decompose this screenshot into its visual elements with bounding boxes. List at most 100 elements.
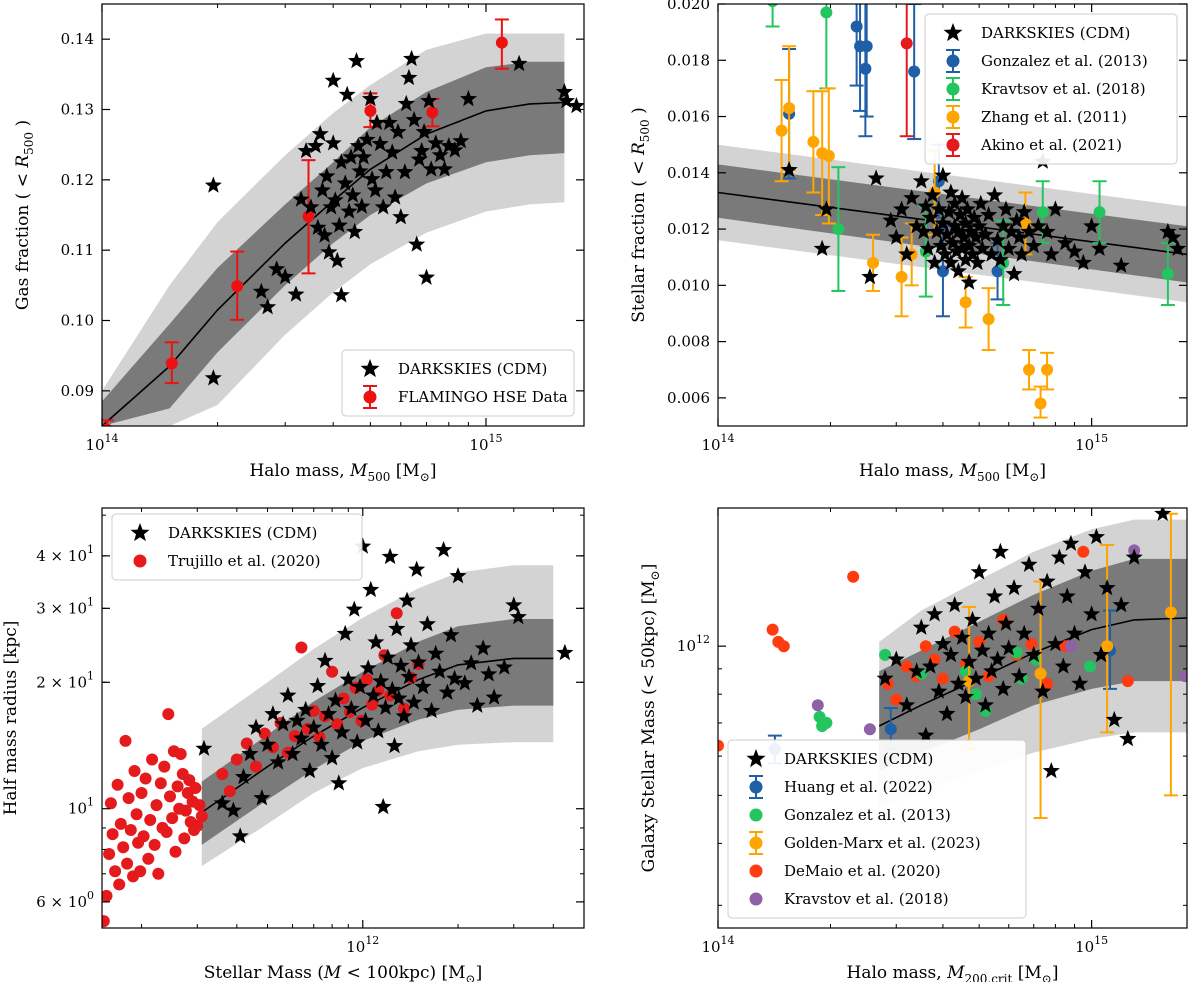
observation-errorbar (821, 87, 836, 225)
darkskies-star (309, 677, 327, 694)
legend-label: DeMaio et al. (2020) (784, 862, 941, 880)
darkskies-star (366, 181, 384, 198)
darkskies-star (1154, 508, 1172, 521)
darkskies-star (953, 189, 971, 206)
darkskies-star (903, 189, 921, 206)
legend-star-marker (746, 749, 766, 768)
darkskies-star (1092, 645, 1110, 663)
y-axis-label: Stellar fraction ( < R500 ) (629, 107, 652, 322)
legend: DARKSKIES (CDM) Gonzalez et al. (2013) Kra… (924, 13, 1178, 165)
legend-dot-marker (133, 554, 147, 568)
observation-point (178, 832, 191, 845)
legend-entry: Akino et al. (2021) (946, 133, 1122, 157)
darkskies-star (958, 200, 976, 217)
errorbar-point (165, 357, 178, 370)
darkskies-star (967, 669, 985, 686)
darkskies-star (311, 125, 329, 142)
darkskies-star (336, 624, 354, 641)
errorbar-point (982, 313, 995, 326)
observation-point (250, 760, 262, 773)
darkskies-star (396, 163, 414, 180)
errorbar-point (767, 4, 778, 8)
darkskies-star (898, 696, 916, 713)
darkskies-star (364, 686, 382, 703)
darkskies-star (338, 85, 356, 102)
darkskies-star (1083, 605, 1101, 622)
errorbar-point (867, 256, 880, 269)
darkskies-star (380, 113, 398, 131)
observation-errorbar (819, 4, 834, 90)
x-label-text: Stellar Mass ( (204, 963, 324, 982)
x-label-text: Halo mass, (847, 963, 948, 982)
observation-errorbar (859, 4, 874, 118)
y-tick-label: 101 (68, 796, 94, 818)
darkskies-star (400, 68, 418, 86)
darkskies-star (354, 537, 372, 554)
x-tick-exponent: 15 (489, 432, 503, 445)
darkskies-star (383, 143, 401, 160)
darkskies-star (932, 236, 950, 254)
errorbar-point (1101, 640, 1114, 653)
x-tick-label: 1014 (701, 934, 734, 956)
darkskies-star (427, 644, 445, 661)
observation-point (811, 699, 824, 712)
observation-point (223, 785, 236, 798)
darkskies-star (403, 49, 421, 67)
darkskies-star (946, 596, 964, 613)
observation-point (124, 824, 137, 836)
y-tick-label: 1012 (677, 633, 710, 655)
plot-area (718, 508, 1187, 820)
errorbar-point (908, 65, 921, 78)
darkskies-star (960, 652, 978, 670)
darkskies-star (320, 705, 338, 722)
darkskies-star (326, 691, 345, 708)
darkskies-star (1029, 217, 1047, 234)
darkskies-star (938, 225, 956, 242)
observation-point (121, 857, 134, 870)
darkskies-star (962, 222, 980, 240)
legend-label: Trujillo et al. (2020) (168, 552, 321, 570)
errorbar-point (991, 265, 1004, 278)
observation-point (360, 673, 373, 686)
observation-point (117, 841, 130, 854)
x-tick-base: 10 (1075, 436, 1094, 454)
observation-errorbar (831, 166, 846, 292)
observation-point (240, 737, 253, 750)
darkskies-star (942, 253, 960, 271)
y-label-variable: R (629, 142, 649, 156)
darkskies-star (431, 662, 449, 679)
darkskies-star (1105, 710, 1123, 728)
darkskies-star (994, 679, 1012, 697)
darkskies-star (977, 696, 995, 713)
darkskies-star (555, 82, 573, 100)
darkskies-star (333, 723, 351, 740)
plot-area (102, 18, 584, 426)
x-label-variable: M (959, 461, 978, 481)
observation-point (390, 607, 403, 620)
darkskies-star (936, 245, 954, 262)
darkskies-star (953, 628, 971, 645)
errorbar-point (495, 36, 508, 49)
x-axis-label: Halo mass, M200,crit [M⊙] (847, 963, 1059, 982)
darkskies-star (1083, 217, 1101, 234)
darkskies-star (882, 211, 900, 228)
darkskies-star (374, 198, 392, 215)
observation-point (158, 760, 171, 773)
observation-errorbar (774, 78, 789, 183)
plot-frame (101, 3, 585, 427)
darkskies-star (923, 186, 941, 203)
legend-dot-marker (749, 892, 763, 906)
darkskies-star (324, 134, 342, 151)
darkskies-star (415, 123, 433, 140)
darkskies-star (1050, 548, 1068, 565)
darkskies-star (908, 217, 926, 234)
legend-entry: Golden-Marx et al. (2023) (749, 831, 981, 855)
darkskies-star (957, 687, 975, 705)
observation-point (139, 772, 152, 785)
observation-point (166, 812, 179, 825)
darkskies-star (1013, 245, 1031, 262)
observation-point (337, 692, 350, 705)
darkskies-star (204, 176, 222, 193)
darkskies-star (1010, 228, 1028, 245)
